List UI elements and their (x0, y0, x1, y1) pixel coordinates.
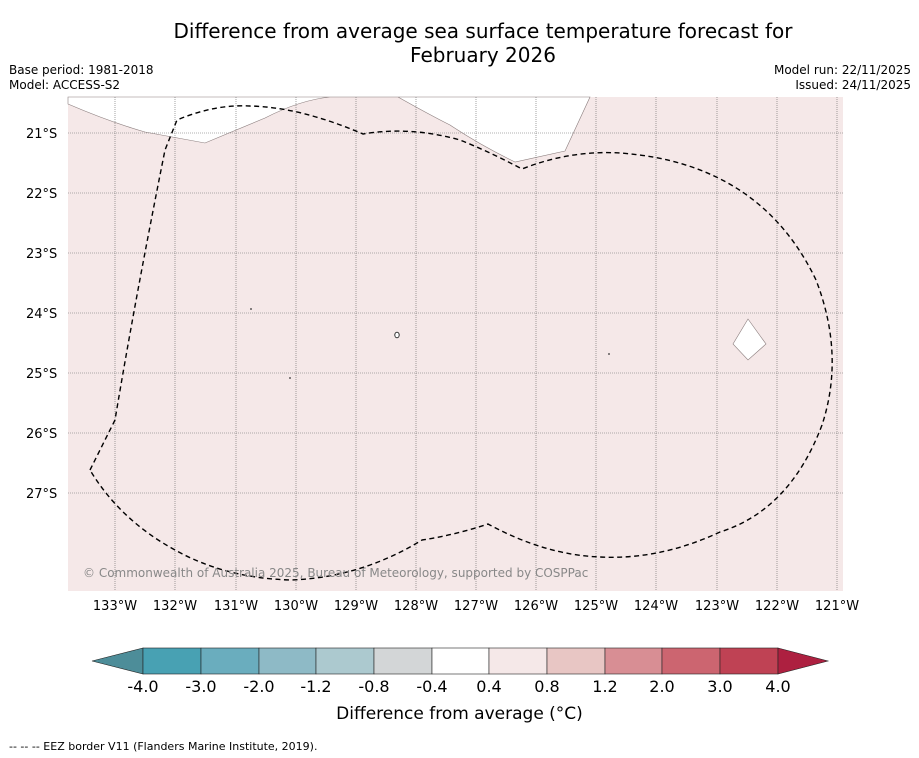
lon-label: 129°W (334, 599, 378, 614)
lon-label: 123°W (695, 599, 739, 614)
island-marker (394, 331, 400, 339)
base-period: Base period: 1981-2018 (9, 63, 154, 77)
lat-label: 25°S (26, 367, 57, 382)
colorbar-tick-label: -1.2 (300, 677, 331, 696)
island-marker (289, 377, 291, 379)
colorbar-segment (142, 647, 202, 675)
colorbar-segment (719, 647, 779, 675)
colorbar-segment (315, 647, 375, 675)
island-marker (608, 353, 610, 355)
meta-right: Model run: 22/11/2025 Issued: 24/11/2025 (774, 63, 911, 93)
lat-label: 27°S (26, 487, 57, 502)
title-line-2: February 2026 (410, 43, 556, 67)
copyright-text: © Commonwealth of Australia 2025, Bureau… (83, 566, 588, 580)
lat-label: 24°S (26, 307, 57, 322)
colorbar-tick-label: 1.2 (592, 677, 617, 696)
model-name: Model: ACCESS-S2 (9, 78, 121, 92)
lon-label: 124°W (634, 599, 678, 614)
meta-left: Base period: 1981-2018 Model: ACCESS-S2 (9, 63, 154, 93)
lon-label: 132°W (153, 599, 197, 614)
lon-label: 125°W (574, 599, 618, 614)
issued-date: Issued: 24/11/2025 (795, 78, 911, 92)
eez-border (89, 105, 833, 581)
colorbar-tick-label: -4.0 (127, 677, 158, 696)
colorbar-segment (431, 647, 490, 675)
colorbar-tick-label: -2.0 (243, 677, 274, 696)
longitude-gridlines (114, 97, 838, 591)
colorbar-tick-label: 2.0 (649, 677, 674, 696)
colorbar-segment (661, 647, 721, 675)
colorbar-extend-low (91, 647, 144, 675)
eez-legend-note: -- -- -- EEZ border V11 (Flanders Marine… (9, 740, 318, 753)
lon-label: 128°W (394, 599, 438, 614)
lon-label: 121°W (815, 599, 859, 614)
lon-label: 127°W (454, 599, 498, 614)
lat-label: 21°S (26, 127, 57, 142)
anomaly-field (68, 97, 843, 591)
colorbar-tick-label: -3.0 (185, 677, 216, 696)
colorbar-extend-high (777, 647, 830, 675)
island-marker (250, 308, 252, 310)
colorbar: -4.0 -3.0 -2.0 -1.2 -0.8 -0.4 0.4 0.8 1.… (91, 647, 830, 696)
colorbar-segment (488, 647, 548, 675)
colorbar-segment (200, 647, 260, 675)
lat-label: 26°S (26, 427, 57, 442)
lon-label: 126°W (514, 599, 558, 614)
colorbar-title: Difference from average (°C) (336, 704, 583, 724)
colorbar-segment (546, 647, 606, 675)
colorbar-tick-label: -0.4 (416, 677, 447, 696)
lon-label: 131°W (214, 599, 258, 614)
near-average-patch (732, 318, 767, 361)
colorbar-tick-label: 0.8 (534, 677, 559, 696)
near-average-region (67, 96, 591, 163)
title-line-1: Difference from average sea surface temp… (173, 19, 793, 43)
lon-label: 133°W (93, 599, 137, 614)
colorbar-tick-label: -0.8 (358, 677, 389, 696)
lon-label: 122°W (755, 599, 799, 614)
lat-label: 22°S (26, 187, 57, 202)
colorbar-segment (373, 647, 433, 675)
colorbar-tick-label: 4.0 (765, 677, 790, 696)
model-run: Model run: 22/11/2025 (773, 63, 911, 77)
colorbar-tick-label: 3.0 (707, 677, 732, 696)
colorbar-tick-label: 0.4 (476, 677, 501, 696)
colorbar-segment (258, 647, 317, 675)
lon-label: 130°W (274, 599, 318, 614)
colorbar-segment (604, 647, 663, 675)
lat-label: 23°S (26, 247, 57, 262)
chart-title: Difference from average sea surface temp… (0, 19, 919, 67)
